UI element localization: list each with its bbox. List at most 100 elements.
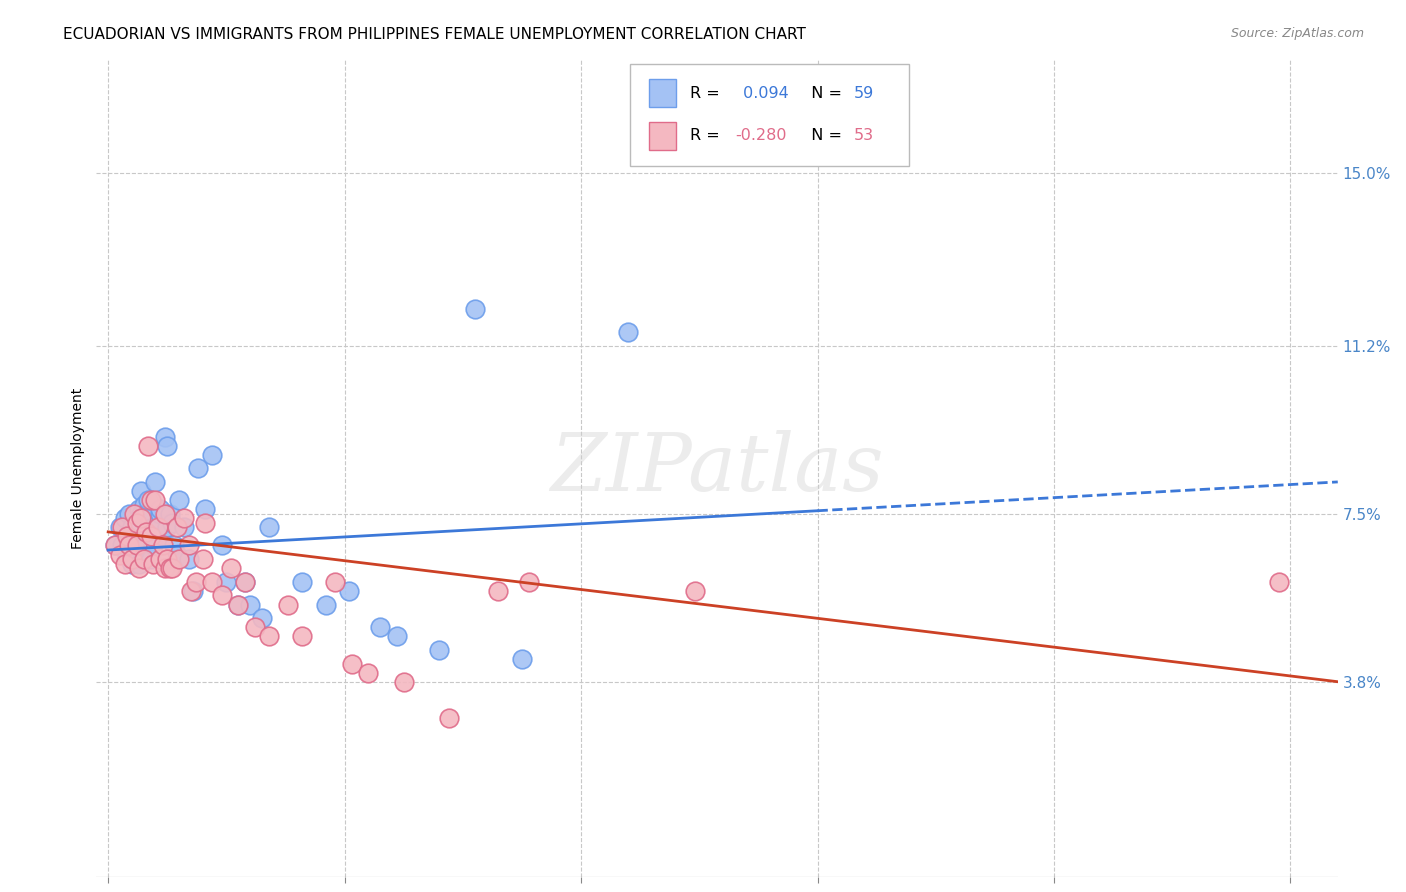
Point — [152, 539, 174, 553]
Point — [115, 529, 138, 543]
Point — [160, 561, 183, 575]
Point — [194, 516, 217, 530]
Text: R =: R = — [690, 128, 724, 143]
Point — [337, 583, 360, 598]
Point — [167, 552, 190, 566]
Point — [166, 520, 188, 534]
Point — [149, 507, 172, 521]
Point — [427, 643, 450, 657]
Point — [138, 439, 160, 453]
Point — [163, 539, 186, 553]
Point — [187, 461, 209, 475]
Point — [617, 325, 640, 339]
Point — [159, 561, 181, 575]
Point — [173, 520, 195, 534]
FancyBboxPatch shape — [630, 63, 910, 166]
Point — [115, 548, 138, 562]
Point — [125, 516, 148, 530]
Point — [226, 598, 249, 612]
Point — [167, 493, 190, 508]
Point — [177, 539, 200, 553]
Point — [139, 552, 162, 566]
Point — [122, 539, 145, 553]
Point — [257, 629, 280, 643]
Point — [149, 502, 172, 516]
Point — [121, 520, 143, 534]
Point — [357, 665, 380, 680]
Point — [111, 520, 134, 534]
Point — [132, 552, 155, 566]
Text: 59: 59 — [853, 86, 875, 101]
Point — [132, 498, 155, 512]
Point — [211, 539, 233, 553]
Text: 0.094: 0.094 — [738, 86, 789, 101]
Point — [125, 539, 148, 553]
Point — [142, 557, 165, 571]
Point — [219, 561, 242, 575]
Point — [291, 629, 314, 643]
Point — [128, 561, 150, 575]
Point — [135, 507, 157, 521]
Point — [129, 511, 152, 525]
Point — [177, 552, 200, 566]
Point — [201, 448, 224, 462]
Point — [486, 583, 509, 598]
Point — [191, 552, 214, 566]
Point — [159, 507, 181, 521]
Point — [233, 574, 256, 589]
Point — [104, 539, 127, 553]
Point — [121, 557, 143, 571]
Point — [108, 548, 131, 562]
Point — [517, 574, 540, 589]
Point — [239, 598, 262, 612]
Point — [510, 652, 533, 666]
Point — [129, 507, 152, 521]
Text: -0.280: -0.280 — [735, 128, 787, 143]
Point — [153, 561, 176, 575]
Point — [323, 574, 346, 589]
Point — [156, 439, 179, 453]
Point — [156, 552, 179, 566]
Point — [138, 493, 160, 508]
Point — [437, 711, 460, 725]
Point — [145, 475, 167, 489]
Point — [683, 583, 706, 598]
Point — [142, 520, 165, 534]
Point — [201, 574, 224, 589]
Point — [156, 520, 179, 534]
Point — [464, 302, 486, 317]
Point — [129, 483, 152, 498]
Point — [257, 520, 280, 534]
Point — [180, 583, 202, 598]
Point — [146, 516, 169, 530]
Point — [114, 557, 136, 571]
Point — [139, 493, 162, 508]
Point — [215, 574, 238, 589]
Point — [392, 674, 415, 689]
Point — [128, 502, 150, 516]
Point — [233, 574, 256, 589]
Point — [1267, 574, 1289, 589]
Text: ECUADORIAN VS IMMIGRANTS FROM PHILIPPINES FEMALE UNEMPLOYMENT CORRELATION CHART: ECUADORIAN VS IMMIGRANTS FROM PHILIPPINE… — [63, 27, 806, 42]
Point — [132, 539, 155, 553]
Point — [160, 516, 183, 530]
Text: 53: 53 — [853, 128, 873, 143]
Point — [184, 574, 207, 589]
Point — [135, 539, 157, 553]
Point — [128, 557, 150, 571]
Point — [118, 507, 141, 521]
Text: Source: ZipAtlas.com: Source: ZipAtlas.com — [1230, 27, 1364, 40]
Point — [277, 598, 299, 612]
Point — [139, 529, 162, 543]
Text: N =: N = — [801, 128, 848, 143]
Point — [181, 583, 204, 598]
Point — [145, 493, 167, 508]
Text: N =: N = — [801, 86, 848, 101]
Point — [173, 511, 195, 525]
Point — [118, 539, 141, 553]
Point — [194, 502, 217, 516]
Point — [153, 429, 176, 443]
Point — [104, 539, 127, 553]
Point — [250, 611, 273, 625]
Point — [121, 552, 143, 566]
